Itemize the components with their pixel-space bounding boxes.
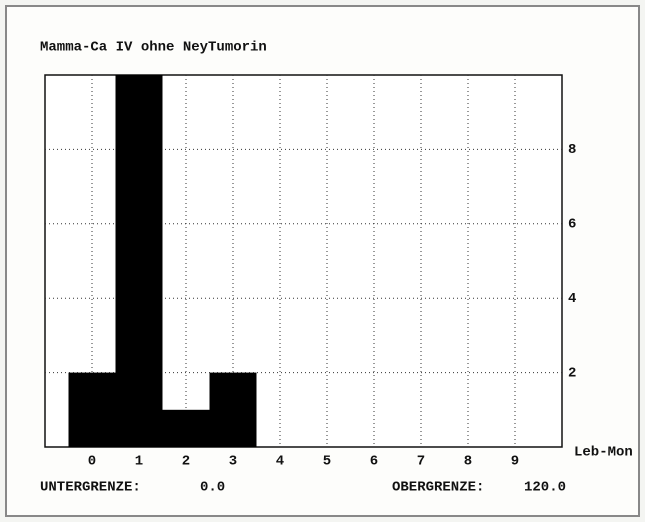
y-tick-label: 4 <box>568 291 576 307</box>
x-tick-label: 4 <box>276 454 284 470</box>
upper-limit: 120.0 <box>524 480 566 496</box>
x-tick-label: 3 <box>229 454 237 470</box>
chart-title: Mamma-Ca IV ohne NeyTumorin <box>40 40 267 56</box>
bar <box>115 75 163 447</box>
y-tick-label: 2 <box>568 365 576 381</box>
bar <box>209 372 257 447</box>
x-tick-label: 5 <box>323 454 331 470</box>
bar <box>162 409 210 447</box>
x-tick-label: 1 <box>135 454 143 470</box>
y-tick-label: 8 <box>568 142 576 158</box>
x-axis-label: Leb-Mon <box>574 445 633 461</box>
lower-limit-label: UNTERGRENZE: <box>40 480 141 496</box>
x-tick-label: 6 <box>370 454 378 470</box>
lower-limit: 0.0 <box>200 480 225 496</box>
y-tick-label: 6 <box>568 217 576 233</box>
x-tick-label: 0 <box>88 454 96 470</box>
x-tick-label: 9 <box>511 454 519 470</box>
x-tick-label: 2 <box>182 454 190 470</box>
x-tick-label: 7 <box>417 454 425 470</box>
bar <box>68 372 116 447</box>
x-tick-label: 8 <box>464 454 472 470</box>
upper-limit-label: OBERGRENZE: <box>392 480 484 496</box>
